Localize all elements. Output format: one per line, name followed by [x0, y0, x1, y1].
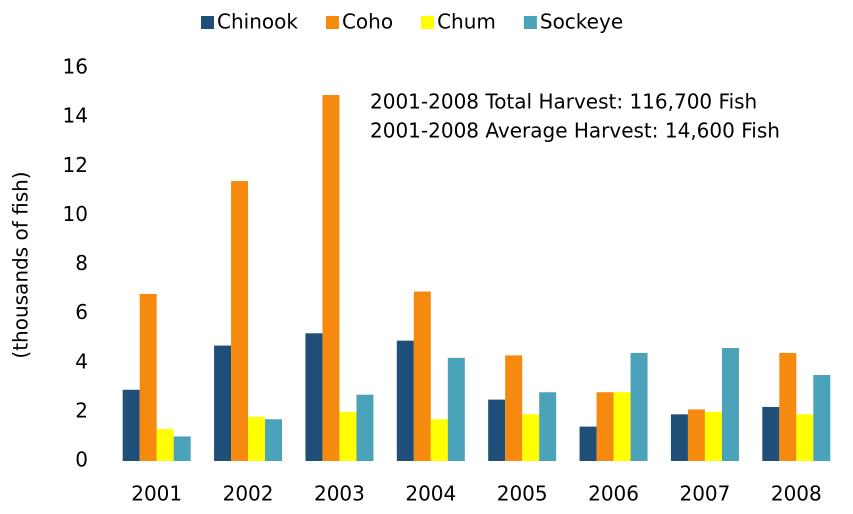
bar [505, 355, 523, 461]
bar [522, 414, 540, 461]
x-tick-label: 2006 [588, 482, 639, 506]
y-tick-label: 12 [63, 153, 88, 177]
bar [322, 95, 340, 462]
y-tick-label: 10 [63, 202, 88, 226]
bar [305, 333, 323, 461]
bar [396, 340, 414, 461]
legend-label: Coho [342, 10, 393, 34]
y-tick-label: 14 [63, 104, 88, 128]
legend-swatch [325, 16, 339, 29]
y-tick-label: 16 [63, 55, 88, 79]
bar [339, 411, 357, 461]
y-tick-label: 4 [75, 349, 88, 373]
bar [762, 406, 780, 461]
bar [214, 345, 232, 461]
bar [156, 429, 174, 461]
y-tick-label: 2 [75, 398, 88, 422]
legend-swatch [421, 16, 435, 29]
bar [779, 352, 797, 461]
annotation: 2001-2008 Total Harvest: 116,700 Fish [370, 90, 757, 114]
bar [630, 352, 648, 461]
x-tick-label: 2005 [497, 482, 548, 506]
x-tick-label: 2003 [314, 482, 365, 506]
legend-label: Sockeye [540, 10, 623, 34]
legend-label: Chinook [217, 10, 298, 34]
legend-label: Chum [437, 10, 496, 34]
bar [704, 411, 722, 461]
bar [488, 399, 506, 461]
bar [670, 414, 688, 461]
x-tick-label: 2002 [223, 482, 274, 506]
bar [173, 436, 191, 461]
bar [430, 419, 448, 461]
bar [613, 392, 631, 461]
bar [796, 414, 814, 461]
bar [721, 348, 739, 461]
x-tick-label: 2007 [679, 482, 730, 506]
x-tick-label: 2001 [131, 482, 182, 506]
x-tick-label: 2008 [771, 482, 822, 506]
bar [539, 392, 557, 461]
bar [447, 357, 465, 461]
bar [356, 394, 374, 461]
bar [413, 291, 431, 461]
bar [231, 180, 249, 462]
y-tick-label: 6 [75, 300, 88, 324]
bar [579, 426, 597, 461]
annotation: 2001-2008 Average Harvest: 14,600 Fish [370, 119, 780, 143]
bar [265, 419, 283, 461]
y-tick-label: 8 [75, 251, 88, 275]
bar [687, 409, 705, 461]
bar [139, 293, 157, 461]
x-tick-label: 2004 [405, 482, 456, 506]
bar [813, 375, 831, 461]
legend-swatch [523, 16, 537, 29]
bar [596, 392, 614, 461]
bar [248, 416, 266, 461]
y-axis-label: (thousands of fish) [9, 171, 33, 358]
legend-swatch [201, 16, 214, 29]
bar [122, 389, 140, 461]
y-tick-label: 0 [75, 448, 88, 472]
